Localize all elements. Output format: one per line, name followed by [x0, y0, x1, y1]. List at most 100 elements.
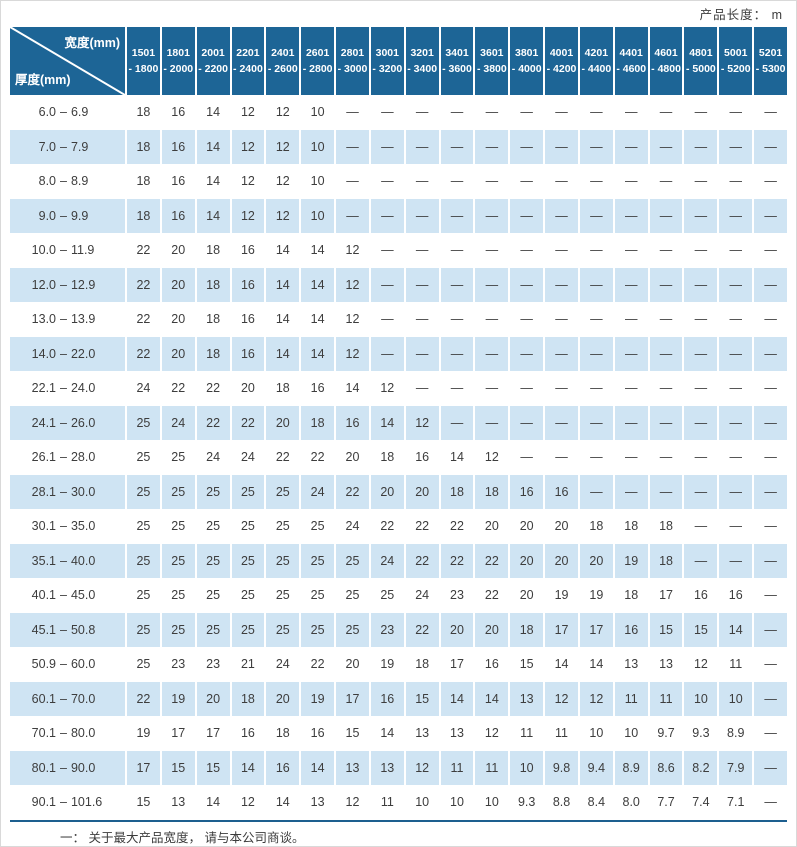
table-cell: 14 [345, 381, 360, 396]
table-cell: — [520, 174, 533, 189]
table-cell: — [764, 174, 777, 189]
table-row: 6.0–6.9 18 16 14 12 12 10 — — — — — — — — — — — — — [10, 95, 787, 130]
table-cell: 19 [161, 681, 195, 716]
table-cell: 17 [336, 681, 369, 716]
table-cell: 18 [275, 381, 290, 396]
table-cell: — [649, 198, 683, 233]
width-range-header: 2201- 2400 [231, 27, 265, 95]
table-cell: — [440, 267, 474, 302]
width-range-header: 2001- 2200 [196, 27, 230, 95]
table-cell: — [754, 474, 787, 509]
table-cell: — [614, 267, 648, 302]
table-cell: 17 [127, 750, 160, 785]
table-cell: 14 [310, 312, 325, 327]
table-cell: 11 [649, 681, 683, 716]
table-cell: 8.9 [614, 750, 648, 785]
table-cell: — [684, 405, 718, 440]
table-cell: 12 [545, 681, 578, 716]
table-cell: 10 [510, 750, 544, 785]
table-cell: 25 [206, 519, 221, 534]
table-cell: — [545, 336, 578, 371]
table-cell: 25 [310, 519, 325, 534]
table-cell: 22 [127, 267, 160, 302]
table-cell: 10 [589, 726, 604, 741]
table-cell: 24 [161, 405, 195, 440]
table-row: 8.0–8.9 18 16 14 12 12 10 — — — — — — — — — — — — — [10, 164, 787, 199]
table-row: 9.0–9.9 18 16 14 12 12 10— — — — — — — — — — — — — [10, 198, 787, 233]
table-cell: — [649, 129, 683, 164]
table-cell: 22 [475, 543, 509, 578]
table-cell: 14 [231, 750, 265, 785]
table-cell: — [764, 519, 777, 534]
table-cell: 13 [659, 657, 673, 672]
table-cell: 14 [301, 336, 335, 371]
table-cell: — [579, 129, 613, 164]
thickness-range-label: 60.1–70.0 [10, 681, 125, 716]
table-cell: — [694, 312, 708, 327]
product-length-label: 产品长度： m [699, 8, 783, 22]
table-cell: 20 [405, 474, 439, 509]
table-cell: — [719, 405, 753, 440]
table-cell: — [694, 243, 708, 258]
thickness-range-label: 30.1–35.0 [31, 519, 96, 534]
table-cell: 25 [336, 612, 369, 647]
table-cell: 22 [405, 543, 439, 578]
table-cell: 25 [196, 474, 230, 509]
table-cell: 20 [345, 450, 360, 465]
table-cell: 14 [275, 795, 290, 810]
table-cell: 16 [370, 681, 404, 716]
table-cell: — [719, 336, 753, 371]
table-cell: 19 [614, 543, 648, 578]
table-cell: 16 [484, 657, 499, 672]
table-cell: — [381, 105, 394, 120]
table-row: 7.0–7.9 18 16 14 12 12 10— — — — — — — — — — — — — [10, 129, 787, 164]
table-cell: — [624, 381, 638, 396]
table-cell: 14 [266, 336, 300, 371]
table-cell: — [405, 336, 439, 371]
table-cell: 7.7 [657, 795, 675, 810]
table-cell: 14 [380, 726, 395, 741]
table-row: 90.1–101.6 15 13 14 12 14 13 12 11 10 10 10 9.3 8.8 8.… [10, 785, 787, 820]
table-cell: — [485, 381, 499, 396]
table-cell: — [754, 543, 787, 578]
table-cell: — [450, 174, 464, 189]
table-cell: — [415, 174, 429, 189]
table-cell: 9.7 [657, 726, 675, 741]
table-cell: 12 [266, 129, 300, 164]
table-cell: 18 [231, 681, 265, 716]
thickness-range-label: 45.1–50.8 [10, 612, 125, 647]
width-range-header: 2801- 3000 [336, 27, 369, 95]
table-cell: — [754, 129, 787, 164]
table-cell: 25 [266, 612, 300, 647]
table-cell: 14 [266, 267, 300, 302]
table-cell: 22 [440, 543, 474, 578]
table-cell: — [624, 243, 638, 258]
table-cell: 25 [161, 543, 195, 578]
table-cell: 11 [440, 750, 474, 785]
table-cell: 14 [301, 267, 335, 302]
table-cell: 12 [693, 657, 708, 672]
table-cell: 16 [336, 405, 369, 440]
table-cell: 20 [171, 243, 186, 258]
thickness-range-label: 50.9–60.0 [31, 657, 96, 672]
table-cell: — [614, 198, 648, 233]
table-cell: — [405, 129, 439, 164]
table-cell: 8.8 [552, 795, 571, 810]
table-cell: 17 [545, 612, 578, 647]
table-cell: — [764, 450, 777, 465]
table-cell: — [485, 105, 499, 120]
table-cell: 18 [275, 726, 290, 741]
table-cell: 20 [519, 588, 534, 603]
table-cell: — [346, 105, 359, 120]
thickness-range-label: 6.0–6.9 [38, 105, 89, 120]
table-cell: 20 [161, 267, 195, 302]
table-cell: 16 [240, 243, 255, 258]
table-cell: 15 [649, 612, 683, 647]
table-cell: 17 [171, 726, 186, 741]
table-row: 35.1–40.0 25 25 25 25 25 25 25 24 22 22 22 20 20 20 19 1… [10, 543, 787, 578]
table-row: 50.9–60.0 25 23 23 21 24 22 20 19 18 17 16 15 14 14 13 1… [10, 647, 787, 682]
table-cell: 11 [729, 657, 743, 672]
table-cell: — [764, 726, 777, 741]
table-cell: 11 [475, 750, 509, 785]
